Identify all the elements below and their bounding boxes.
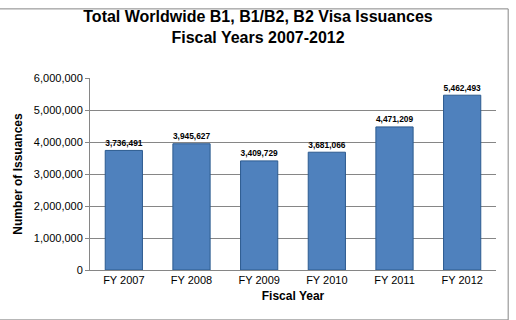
svg-text:6,000,000: 6,000,000 <box>34 72 83 84</box>
svg-text:4,471,209: 4,471,209 <box>376 114 414 124</box>
svg-text:3,945,627: 3,945,627 <box>173 131 211 141</box>
svg-text:3,681,066: 3,681,066 <box>308 140 346 150</box>
svg-text:2,000,000: 2,000,000 <box>34 200 83 212</box>
svg-text:4,000,000: 4,000,000 <box>34 136 83 148</box>
svg-text:0: 0 <box>77 264 83 276</box>
svg-text:5,462,493: 5,462,493 <box>444 83 482 93</box>
svg-text:3,409,729: 3,409,729 <box>241 148 279 158</box>
svg-text:5,000,000: 5,000,000 <box>34 104 83 116</box>
svg-text:3,000,000: 3,000,000 <box>34 168 83 180</box>
svg-text:FY 2008: FY 2008 <box>171 274 212 286</box>
svg-text:FY 2012: FY 2012 <box>441 274 482 286</box>
svg-text:3,736,491: 3,736,491 <box>105 138 143 148</box>
svg-text:FY 2010: FY 2010 <box>306 274 347 286</box>
svg-text:Number of Issuances: Number of Issuances <box>11 113 25 235</box>
svg-text:Total Worldwide B1, B1/B2, B2: Total Worldwide B1, B1/B2, B2 Visa Issua… <box>83 8 433 46</box>
svg-text:1,000,000: 1,000,000 <box>34 232 83 244</box>
svg-text:FY 2009: FY 2009 <box>238 274 279 286</box>
svg-text:FY 2011: FY 2011 <box>374 274 415 286</box>
svg-text:Fiscal Year: Fiscal Year <box>262 289 325 303</box>
svg-text:FY 2007: FY 2007 <box>103 274 144 286</box>
